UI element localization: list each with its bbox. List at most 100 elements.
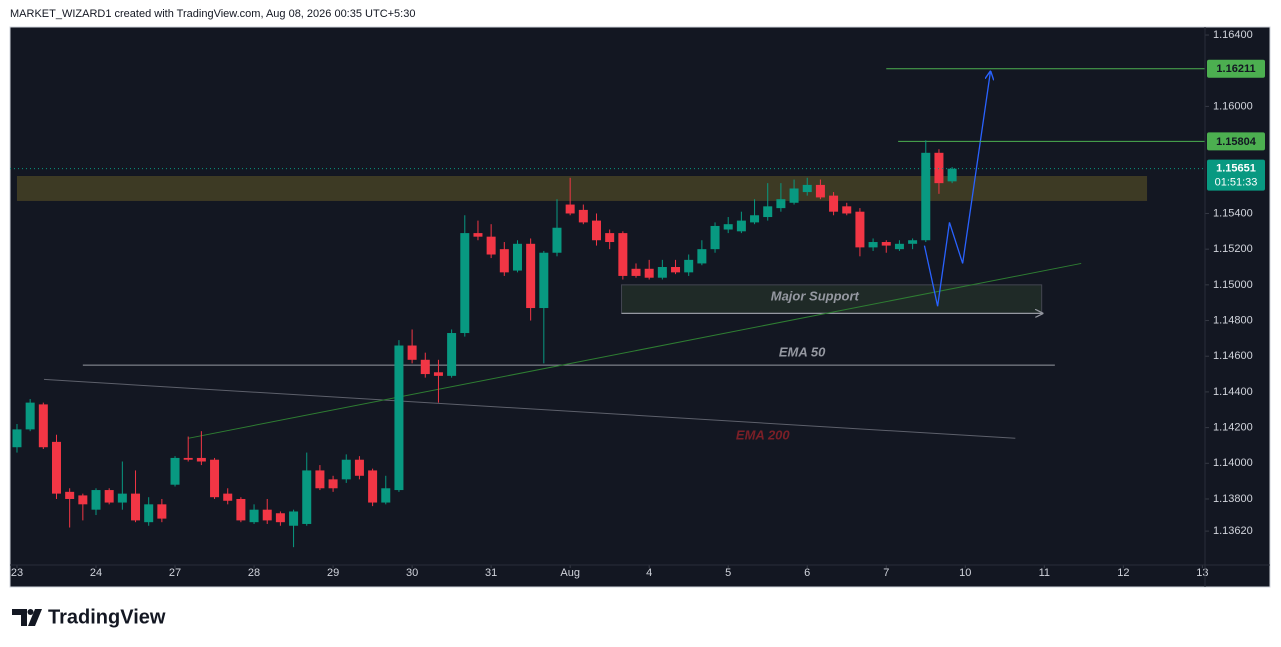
x-tick-label: 5 [725,567,731,579]
y-tick-label: 1.16000 [1213,100,1253,112]
candle-body [249,509,259,523]
x-tick-label: 23 [11,567,23,579]
candle-body [433,372,443,376]
last-price-label: 1.15651 [1216,163,1256,175]
candle-body [763,206,773,218]
candle-body [183,457,193,460]
candle-body [829,195,839,212]
zone [621,284,1043,314]
candle-body [894,243,904,250]
brand-name: TradingView [48,606,166,628]
candle-body [631,268,641,276]
candle-body [38,404,48,448]
x-tick-label: 11 [1039,567,1050,579]
candle-body [684,259,694,273]
x-tick-label: 10 [959,567,971,579]
logo-icon [12,609,27,626]
logo-icon [27,609,34,615]
candle-body [657,267,667,278]
candle-body [65,491,75,499]
candle-body [618,233,628,276]
candle-body [223,493,233,501]
candle-body [170,457,180,485]
y-tick-label: 1.14800 [1213,314,1253,326]
candle-body [934,152,944,184]
y-tick-label: 1.15000 [1213,279,1253,291]
y-tick-label: 1.15200 [1213,243,1253,255]
y-tick-label: 1.15400 [1213,207,1253,219]
candle-body [565,204,575,214]
candle-body [420,359,430,375]
candle-body [512,243,522,271]
candle-body [697,249,707,264]
drawn-line [188,262,1082,439]
drawn-line [43,378,1016,439]
line-label: EMA 50 [779,345,826,360]
candle-body [486,236,496,255]
candle-body [289,511,299,526]
candle-body [447,333,457,376]
x-tick-label: 29 [327,567,339,579]
candle-body [117,493,127,503]
x-tick-label: 31 [485,567,497,579]
candle-body [947,168,957,182]
candle-body [104,490,114,503]
x-tick-label: 7 [883,567,889,579]
candle-body [802,184,812,193]
line-label: EMA 200 [736,427,790,442]
candle-body [131,493,141,521]
y-tick-label: 1.14600 [1213,350,1253,362]
x-tick-label: 6 [804,567,810,579]
attribution: MARKET_WIZARD1 created with TradingView.… [10,8,415,20]
candle-body [868,242,878,248]
candle-body [381,488,391,503]
axes: 1.16400 1.16000 1.15400 1.15200 1.15000 1.148… [10,27,1270,587]
candle-body [407,345,417,360]
candle-body [262,509,272,521]
brand-logo: TradingView [12,606,166,628]
y-tick-label: 1.14400 [1213,386,1253,398]
y-tick-label: 1.13620 [1213,525,1253,537]
candle-body [539,252,549,309]
candle-body [460,233,470,334]
drawn-line [923,73,990,307]
candle-body [51,441,61,494]
x-tick-label: 27 [169,567,181,579]
candle-body [881,242,891,246]
candle-body [302,470,312,524]
price-level-box [1207,132,1265,151]
candle-body [605,233,615,243]
last-price-box [1207,159,1265,191]
candle-body [592,220,602,241]
x-tick-label: Aug [560,567,580,579]
x-tick-label: 12 [1117,567,1129,579]
x-tick-label: 13 [1196,567,1208,579]
candle-body [921,152,931,241]
x-tick-label: 28 [248,567,260,579]
candle-body [644,268,654,278]
candle-body [473,233,483,237]
candle-body [210,459,220,498]
candle-body [750,215,760,223]
x-tick-label: 24 [90,567,102,579]
candle-body [789,188,799,203]
candle-body [815,184,825,198]
candle-body [842,206,852,214]
candle-body [78,495,88,505]
zone [16,175,1148,201]
candle-body [236,498,246,521]
candle-body [710,225,720,250]
candle-body [776,199,786,209]
y-tick-label: 1.14000 [1213,457,1253,469]
candle-body [723,224,733,230]
candle-body [91,490,101,510]
candle-body [855,211,865,248]
candle-body [341,459,351,480]
candle-body [196,457,206,462]
candle-body [368,470,378,503]
candle-body [578,209,588,223]
candle-body [526,243,536,309]
zone-label: Major Support [771,289,860,304]
